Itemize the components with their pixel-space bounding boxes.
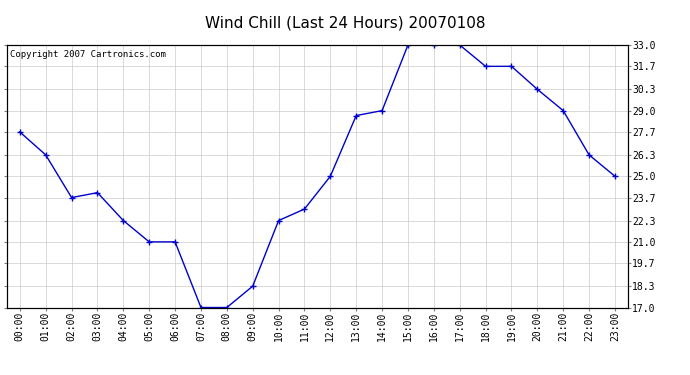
Text: Wind Chill (Last 24 Hours) 20070108: Wind Chill (Last 24 Hours) 20070108 xyxy=(205,15,485,30)
Text: Copyright 2007 Cartronics.com: Copyright 2007 Cartronics.com xyxy=(10,50,166,59)
